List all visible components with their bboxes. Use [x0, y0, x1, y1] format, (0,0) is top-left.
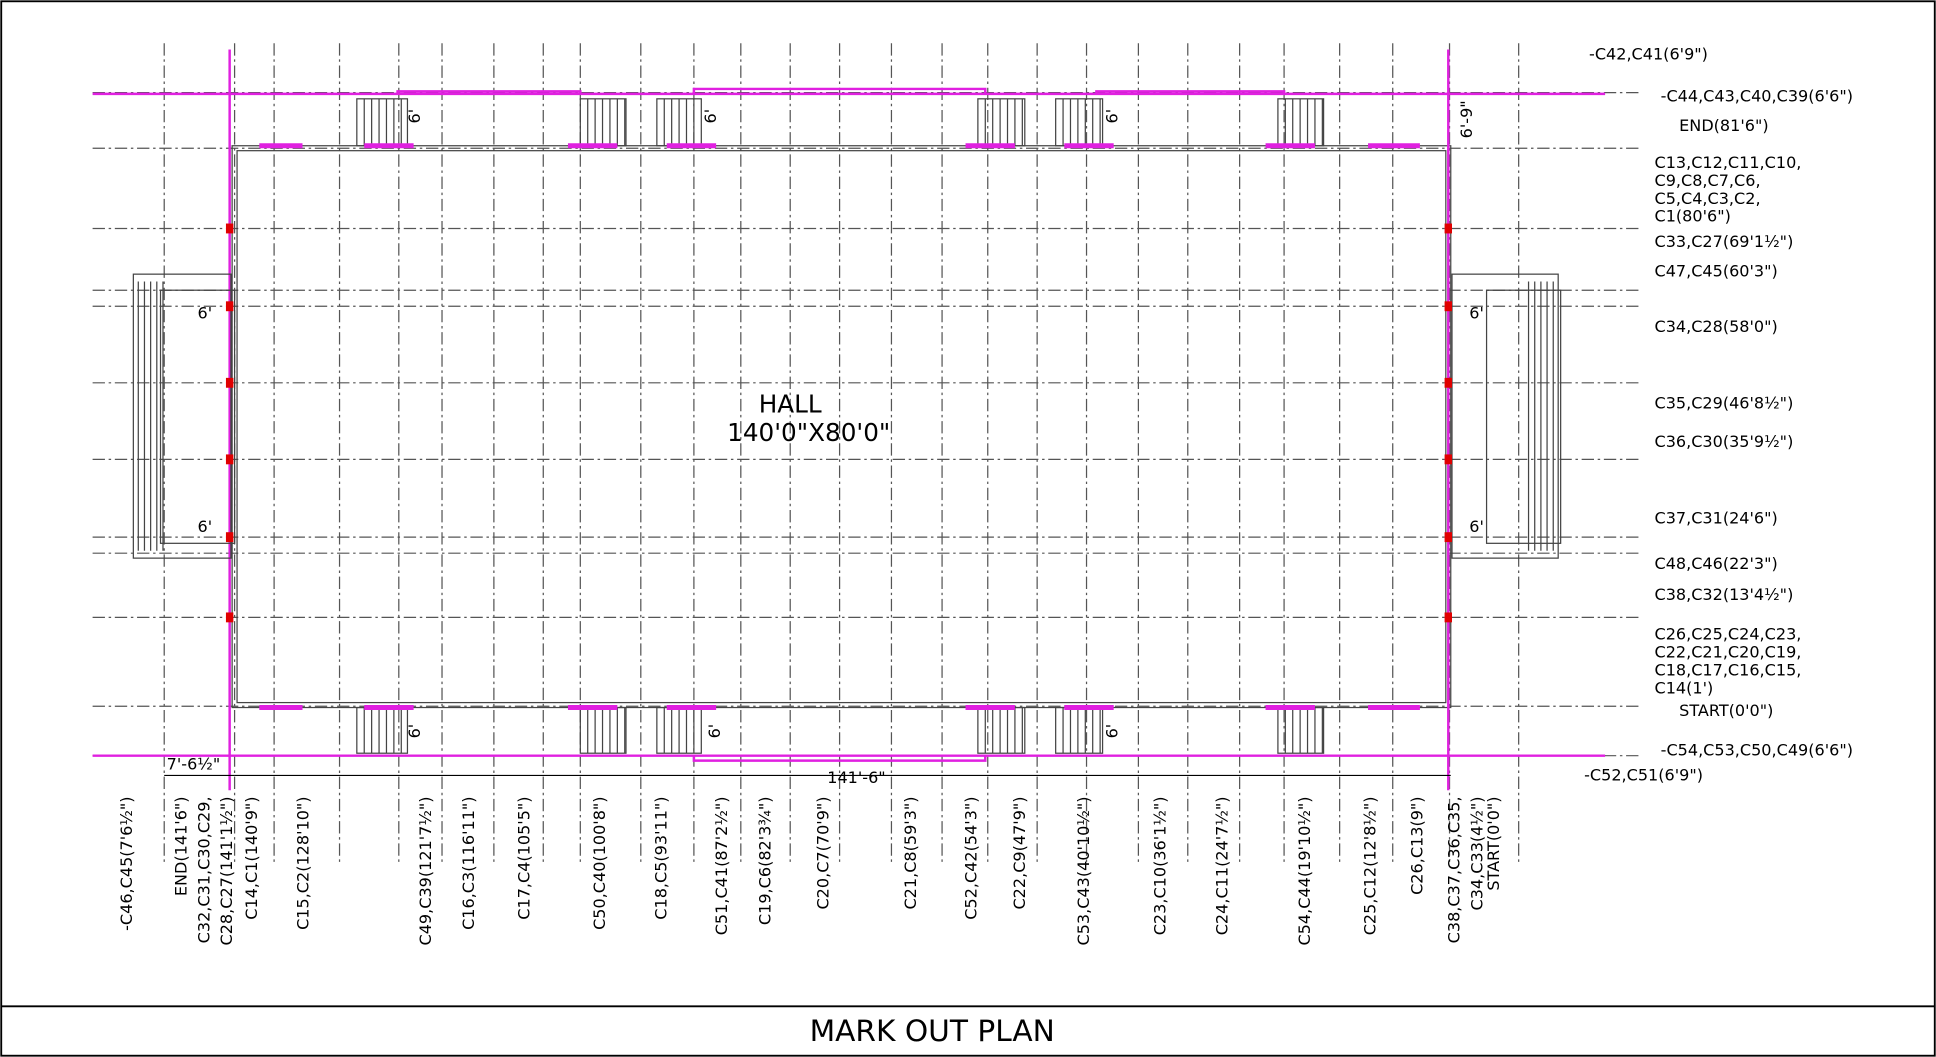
bottom-label: C52,C42(54'3")	[962, 796, 981, 919]
right-label: C48,C46(22'3")	[1654, 554, 1777, 573]
bottom-label: C50,C40(100'8")	[590, 796, 609, 930]
bottom-label: C38,C37,C36,C35,	[1444, 796, 1463, 943]
right-label: C22,C21,C20,C19,	[1654, 643, 1801, 662]
bottom-label: C49,C39(121'7½")	[416, 796, 435, 945]
bottom-label: C21,C8(59'3")	[901, 796, 920, 909]
right-label: -C54,C53,C50,C49(6'6")	[1661, 741, 1853, 760]
side-platform-inner	[159, 289, 236, 544]
bottom-label: C20,C7(70'9")	[813, 796, 832, 909]
right-label: C9,C8,C7,C6,	[1654, 171, 1760, 190]
dimension: 6'	[705, 724, 724, 739]
right-label: -C52,C51(6'9")	[1584, 765, 1703, 784]
bottom-label: C34,C33(4½")	[1467, 796, 1486, 910]
title: MARK OUT PLAN	[810, 1013, 1055, 1048]
bottom-label: C17,C4(105'5")	[515, 796, 534, 919]
right-label: C33,C27(69'1½")	[1654, 232, 1793, 251]
dimension: 141'-6"	[827, 768, 885, 787]
bottom-label: C53,C43(40'10½")	[1074, 796, 1093, 945]
bottom-label: C51,C41(87'2½")	[712, 796, 731, 935]
right-label: C1(80'6")	[1654, 207, 1730, 226]
right-label: C35,C29(46'8½")	[1654, 394, 1793, 413]
dimension: 6'	[405, 109, 424, 124]
dimension: 6'	[405, 724, 424, 739]
bottom-label: C19,C6(82'3¾")	[755, 796, 774, 925]
side-platform-inner	[1485, 289, 1562, 544]
right-label: C14(1')	[1654, 678, 1713, 697]
right-label: -C44,C43,C40,C39(6'6")	[1661, 86, 1853, 105]
dimension: 6'-9"	[1457, 100, 1476, 138]
bottom-label: C23,C10(36'1½")	[1151, 796, 1170, 935]
column	[1444, 223, 1452, 234]
dimension: 6'	[1469, 304, 1484, 323]
bottom-label: END(141'6")	[171, 796, 190, 896]
column	[225, 223, 234, 234]
right-label: C5,C4,C3,C2,	[1654, 189, 1760, 208]
bottom-label: C15,C2(128'10")	[294, 796, 313, 930]
bottom-label: C14,C1(140'9")	[242, 796, 261, 919]
right-label: C36,C30(35'9½")	[1654, 432, 1793, 451]
hall-walls	[92, 49, 1606, 791]
right-label: C13,C12,C11,C10,	[1654, 153, 1801, 172]
right-label: C18,C17,C16,C15,	[1654, 660, 1801, 679]
right-label: -C42,C41(6'9")	[1589, 44, 1708, 63]
bottom-label: C16,C3(116'11")	[459, 796, 478, 930]
column	[225, 454, 234, 465]
right-label: START(0'0")	[1679, 701, 1773, 720]
bottom-label: C25,C12(12'8½")	[1360, 796, 1379, 935]
bottom-label: C54,C44(19'10½")	[1295, 796, 1314, 945]
bottom-label: C28,C27(141'1½")	[217, 796, 236, 945]
side-platform	[1451, 273, 1559, 559]
right-label: C26,C25,C24,C23,	[1654, 625, 1801, 644]
dimension: 6'	[701, 109, 720, 124]
grid	[92, 43, 1643, 865]
column	[1444, 612, 1452, 623]
bottom-label: C32,C31,C30,C29,	[194, 796, 213, 943]
column	[1444, 532, 1452, 543]
dimension: 6'	[1469, 517, 1484, 536]
dimension: 6'	[198, 517, 213, 536]
column	[225, 377, 234, 388]
bottom-label: -C46,C45(7'6½")	[117, 796, 136, 930]
column	[225, 301, 234, 312]
dimension: 6'	[198, 304, 213, 323]
right-label: C37,C31(24'6")	[1654, 509, 1777, 528]
bottom-label: C26,C13(9")	[1407, 796, 1426, 894]
stairs	[132, 98, 1562, 754]
column	[1444, 301, 1452, 312]
bottom-label: C18,C5(93'11")	[652, 796, 671, 919]
right-label: C47,C45(60'3")	[1654, 262, 1777, 281]
bottom-label: C24,C11(24'7½")	[1212, 796, 1231, 935]
bottom-label: C22,C9(47'9")	[1010, 796, 1029, 909]
column	[225, 612, 234, 623]
right-label: C34,C28(58'0")	[1654, 317, 1777, 336]
right-label: END(81'6")	[1679, 116, 1768, 135]
dimension: 6'	[1102, 724, 1121, 739]
hall-name: HALL	[759, 389, 822, 418]
side-platform	[132, 273, 232, 559]
dimension: 6'	[1102, 109, 1121, 124]
hall-size: 140'0"X80'0"	[727, 418, 890, 447]
bottom-label: START(0'0")	[1484, 796, 1503, 890]
column	[1444, 454, 1452, 465]
column	[1444, 377, 1452, 388]
dimension: 7'-6½"	[167, 754, 221, 773]
right-label: C38,C32(13'4½")	[1654, 585, 1793, 604]
column	[225, 532, 234, 543]
